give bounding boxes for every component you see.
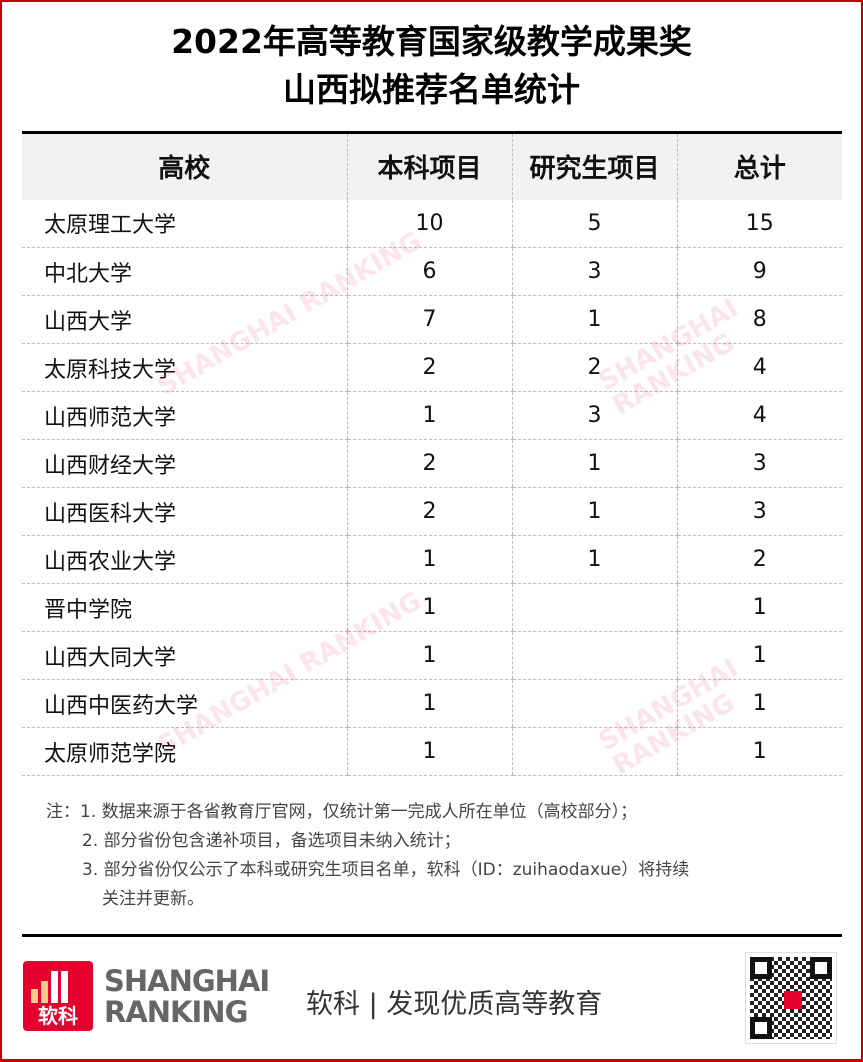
table-row: 中北大学 6 3 9 <box>22 247 842 296</box>
count-cell: 2 <box>346 487 512 536</box>
table-header-row: 高校 本科项目 研究生项目 总计 <box>22 132 842 200</box>
count-cell: 3 <box>511 247 677 296</box>
university-cell: 山西财经大学 <box>22 439 347 488</box>
university-cell: 山西师范大学 <box>22 391 347 440</box>
count-cell: 5 <box>511 199 677 248</box>
count-cell: 1 <box>511 439 677 488</box>
qr-code <box>745 952 837 1044</box>
count-cell: 1 <box>346 583 512 632</box>
count-cell: 1 <box>676 679 842 728</box>
count-cell <box>511 631 677 680</box>
table-row: 山西大学 7 1 8 <box>22 295 842 344</box>
count-cell: 1 <box>511 295 677 344</box>
title-line-2: 山西拟推荐名单统计 <box>283 70 580 109</box>
column-header: 研究生项目 <box>511 132 677 200</box>
column-header: 高校 <box>22 132 347 200</box>
count-cell: 1 <box>676 631 842 680</box>
count-cell: 7 <box>346 295 512 344</box>
university-cell: 太原理工大学 <box>22 199 347 248</box>
count-cell: 9 <box>676 247 842 296</box>
table-row: 山西大同大学 1 1 <box>22 631 842 680</box>
shanghai-ranking-logo: 软科 <box>23 961 93 1031</box>
table-row: 山西师范大学 1 3 4 <box>22 391 842 440</box>
count-cell: 1 <box>346 535 512 584</box>
table-row: 太原理工大学 10 5 15 <box>22 199 842 248</box>
page-title: 2022年高等教育国家级教学成果奖 山西拟推荐名单统计 <box>0 18 863 114</box>
count-cell: 3 <box>676 487 842 536</box>
table-row: 山西财经大学 2 1 3 <box>22 439 842 488</box>
note-1: 注：1. 数据来源于各省教育厅官网，仅统计第一完成人所在单位（高校部分）； <box>46 802 638 822</box>
table-row: 太原科技大学 2 2 4 <box>22 343 842 392</box>
table-row: 山西中医药大学 1 1 <box>22 679 842 728</box>
title-line-1: 2022年高等教育国家级教学成果奖 <box>171 22 692 61</box>
table-row: 太原师范学院 1 1 <box>22 727 842 776</box>
stats-table: 高校 本科项目 研究生项目 总计 太原理工大学 10 5 15 中北大学 6 3 9 山西大学 7 1 8 太… <box>22 131 842 776</box>
count-cell: 3 <box>676 439 842 488</box>
count-cell: 1 <box>676 583 842 632</box>
count-cell: 4 <box>676 343 842 392</box>
count-cell: 1 <box>346 391 512 440</box>
count-cell: 1 <box>346 727 512 776</box>
count-cell <box>511 583 677 632</box>
university-cell: 太原师范学院 <box>22 727 347 776</box>
count-cell: 1 <box>511 487 677 536</box>
count-cell: 4 <box>676 391 842 440</box>
divider <box>22 934 842 937</box>
count-cell: 2 <box>676 535 842 584</box>
table-row: 山西农业大学 1 1 2 <box>22 535 842 584</box>
count-cell: 2 <box>511 343 677 392</box>
count-cell <box>511 679 677 728</box>
university-cell: 太原科技大学 <box>22 343 347 392</box>
count-cell: 15 <box>676 199 842 248</box>
university-cell: 山西大同大学 <box>22 631 347 680</box>
column-header: 总计 <box>676 132 842 200</box>
count-cell: 1 <box>676 727 842 776</box>
brand-name: SHANGHAI RANKING <box>104 964 270 1029</box>
university-cell: 山西中医药大学 <box>22 679 347 728</box>
count-cell <box>511 727 677 776</box>
count-cell: 3 <box>511 391 677 440</box>
count-cell: 1 <box>511 535 677 584</box>
note-2: 2. 部分省份包含递补项目，备选项目未纳入统计； <box>82 831 461 851</box>
count-cell: 1 <box>346 631 512 680</box>
university-cell: 中北大学 <box>22 247 347 296</box>
count-cell: 10 <box>346 199 512 248</box>
count-cell: 8 <box>676 295 842 344</box>
table-row: 山西医科大学 2 1 3 <box>22 487 842 536</box>
count-cell: 1 <box>346 679 512 728</box>
notes: 注：1. 数据来源于各省教育厅官网，仅统计第一完成人所在单位（高校部分）； 2.… <box>46 798 689 914</box>
note-3: 3. 部分省份仅公示了本科或研究生项目名单，软科（ID：zuihaodaxue）… <box>82 860 690 880</box>
university-cell: 山西农业大学 <box>22 535 347 584</box>
count-cell: 2 <box>346 439 512 488</box>
count-cell: 6 <box>346 247 512 296</box>
university-cell: 山西大学 <box>22 295 347 344</box>
column-header: 本科项目 <box>346 132 512 200</box>
university-cell: 山西医科大学 <box>22 487 347 536</box>
count-cell: 2 <box>346 343 512 392</box>
note-3-cont: 关注并更新。 <box>102 889 204 909</box>
university-cell: 晋中学院 <box>22 583 347 632</box>
slogan: 软科 | 发现优质高等教育 <box>306 989 603 1020</box>
table-row: 晋中学院 1 1 <box>22 583 842 632</box>
